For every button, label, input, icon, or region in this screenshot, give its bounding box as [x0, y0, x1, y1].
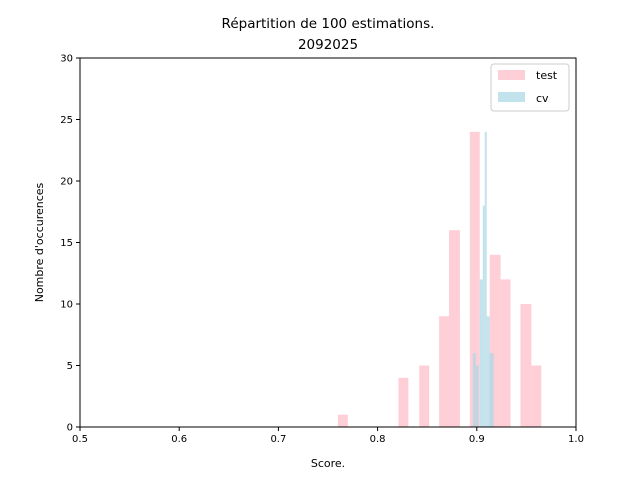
- x-tick-label: 0.5: [72, 434, 88, 445]
- bar-test-3: [398, 377, 409, 427]
- legend-label-test: test: [536, 69, 558, 82]
- x-tick-label: 0.7: [270, 434, 286, 445]
- chart-subtitle: 2092025: [298, 37, 358, 53]
- bar-cv-0: [472, 353, 476, 427]
- bar-test-4: [419, 365, 430, 427]
- y-tick-label: 5: [67, 361, 73, 372]
- x-axis-label: Score.: [311, 457, 345, 470]
- legend-swatch-cv: [498, 92, 525, 102]
- y-tick-label: 15: [60, 238, 73, 249]
- y-tick-label: 0: [67, 423, 73, 434]
- bar-test-11: [531, 365, 542, 427]
- legend: test cv: [490, 63, 570, 112]
- legend-swatch-test: [498, 70, 525, 80]
- bar-cv-5: [486, 316, 490, 427]
- x-tick-label: 0.8: [370, 434, 386, 445]
- bar-cv-3: [482, 205, 485, 427]
- x-tick-label: 1.0: [568, 434, 584, 445]
- bar-cv-6: [489, 353, 494, 427]
- x-axis-ticks: 0.5 0.6 0.7 0.8 0.9 1.0: [72, 427, 584, 445]
- y-axis-label: Nombre d'occurences: [33, 182, 46, 302]
- x-tick-label: 0.9: [469, 434, 485, 445]
- legend-label-cv: cv: [536, 92, 549, 105]
- bar-test-9: [500, 279, 511, 427]
- bar-cv-4: [484, 131, 487, 428]
- bar-test-7: [469, 131, 480, 428]
- y-tick-label: 25: [60, 115, 73, 126]
- y-tick-label: 30: [60, 54, 73, 65]
- bar-test-10: [520, 304, 532, 427]
- bars-layer: [337, 131, 542, 428]
- bar-cv-1: [475, 365, 479, 427]
- bar-test-0: [337, 414, 348, 427]
- y-axis-ticks: 0 5 10 15 20 25 30: [60, 54, 80, 434]
- y-tick-label: 20: [60, 177, 73, 188]
- bar-cv-2: [479, 279, 483, 427]
- bar-test-5: [439, 316, 450, 427]
- bar-test-8: [489, 254, 501, 427]
- chart-title: Répartition de 100 estimations.: [222, 16, 435, 32]
- bar-test-6: [449, 230, 460, 427]
- y-tick-label: 10: [60, 300, 73, 311]
- x-tick-label: 0.6: [171, 434, 187, 445]
